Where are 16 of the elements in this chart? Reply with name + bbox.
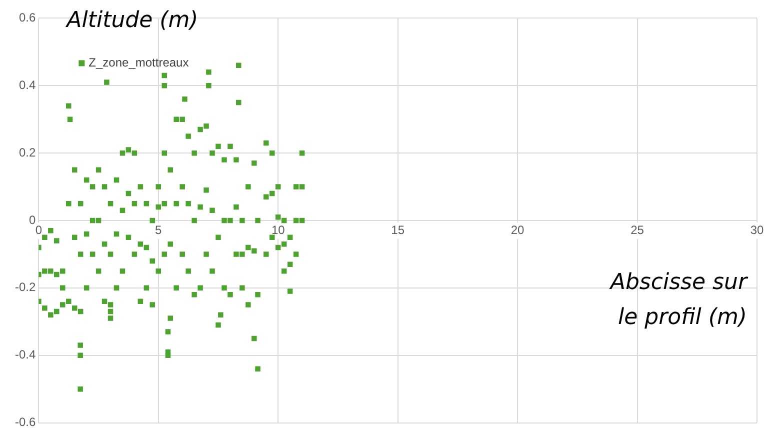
- y-tick-label: 0.2: [18, 145, 36, 160]
- y-tick-label: -0.2: [14, 280, 36, 294]
- y-tick-label: -0.4: [14, 348, 36, 362]
- x-tick-label: 20: [510, 223, 525, 238]
- x-tick-label: 10: [271, 223, 286, 238]
- x-tick-label: 30: [750, 223, 764, 238]
- y-tick-label: 0.4: [18, 78, 36, 92]
- x-tick-label: 15: [391, 223, 405, 238]
- y-axis-title: Altitude (m): [64, 8, 198, 33]
- x-tick-label: 25: [630, 223, 644, 238]
- y-tick-label: -0.6: [14, 415, 36, 430]
- x-tick-label: 5: [155, 223, 162, 238]
- y-tick-label: 0: [28, 212, 36, 227]
- x-axis-title: Abscisse sur le profil (m): [608, 270, 749, 330]
- y-tick-label: 0.6: [18, 10, 36, 25]
- legend-label: Z_zone_mottreaux: [88, 56, 189, 70]
